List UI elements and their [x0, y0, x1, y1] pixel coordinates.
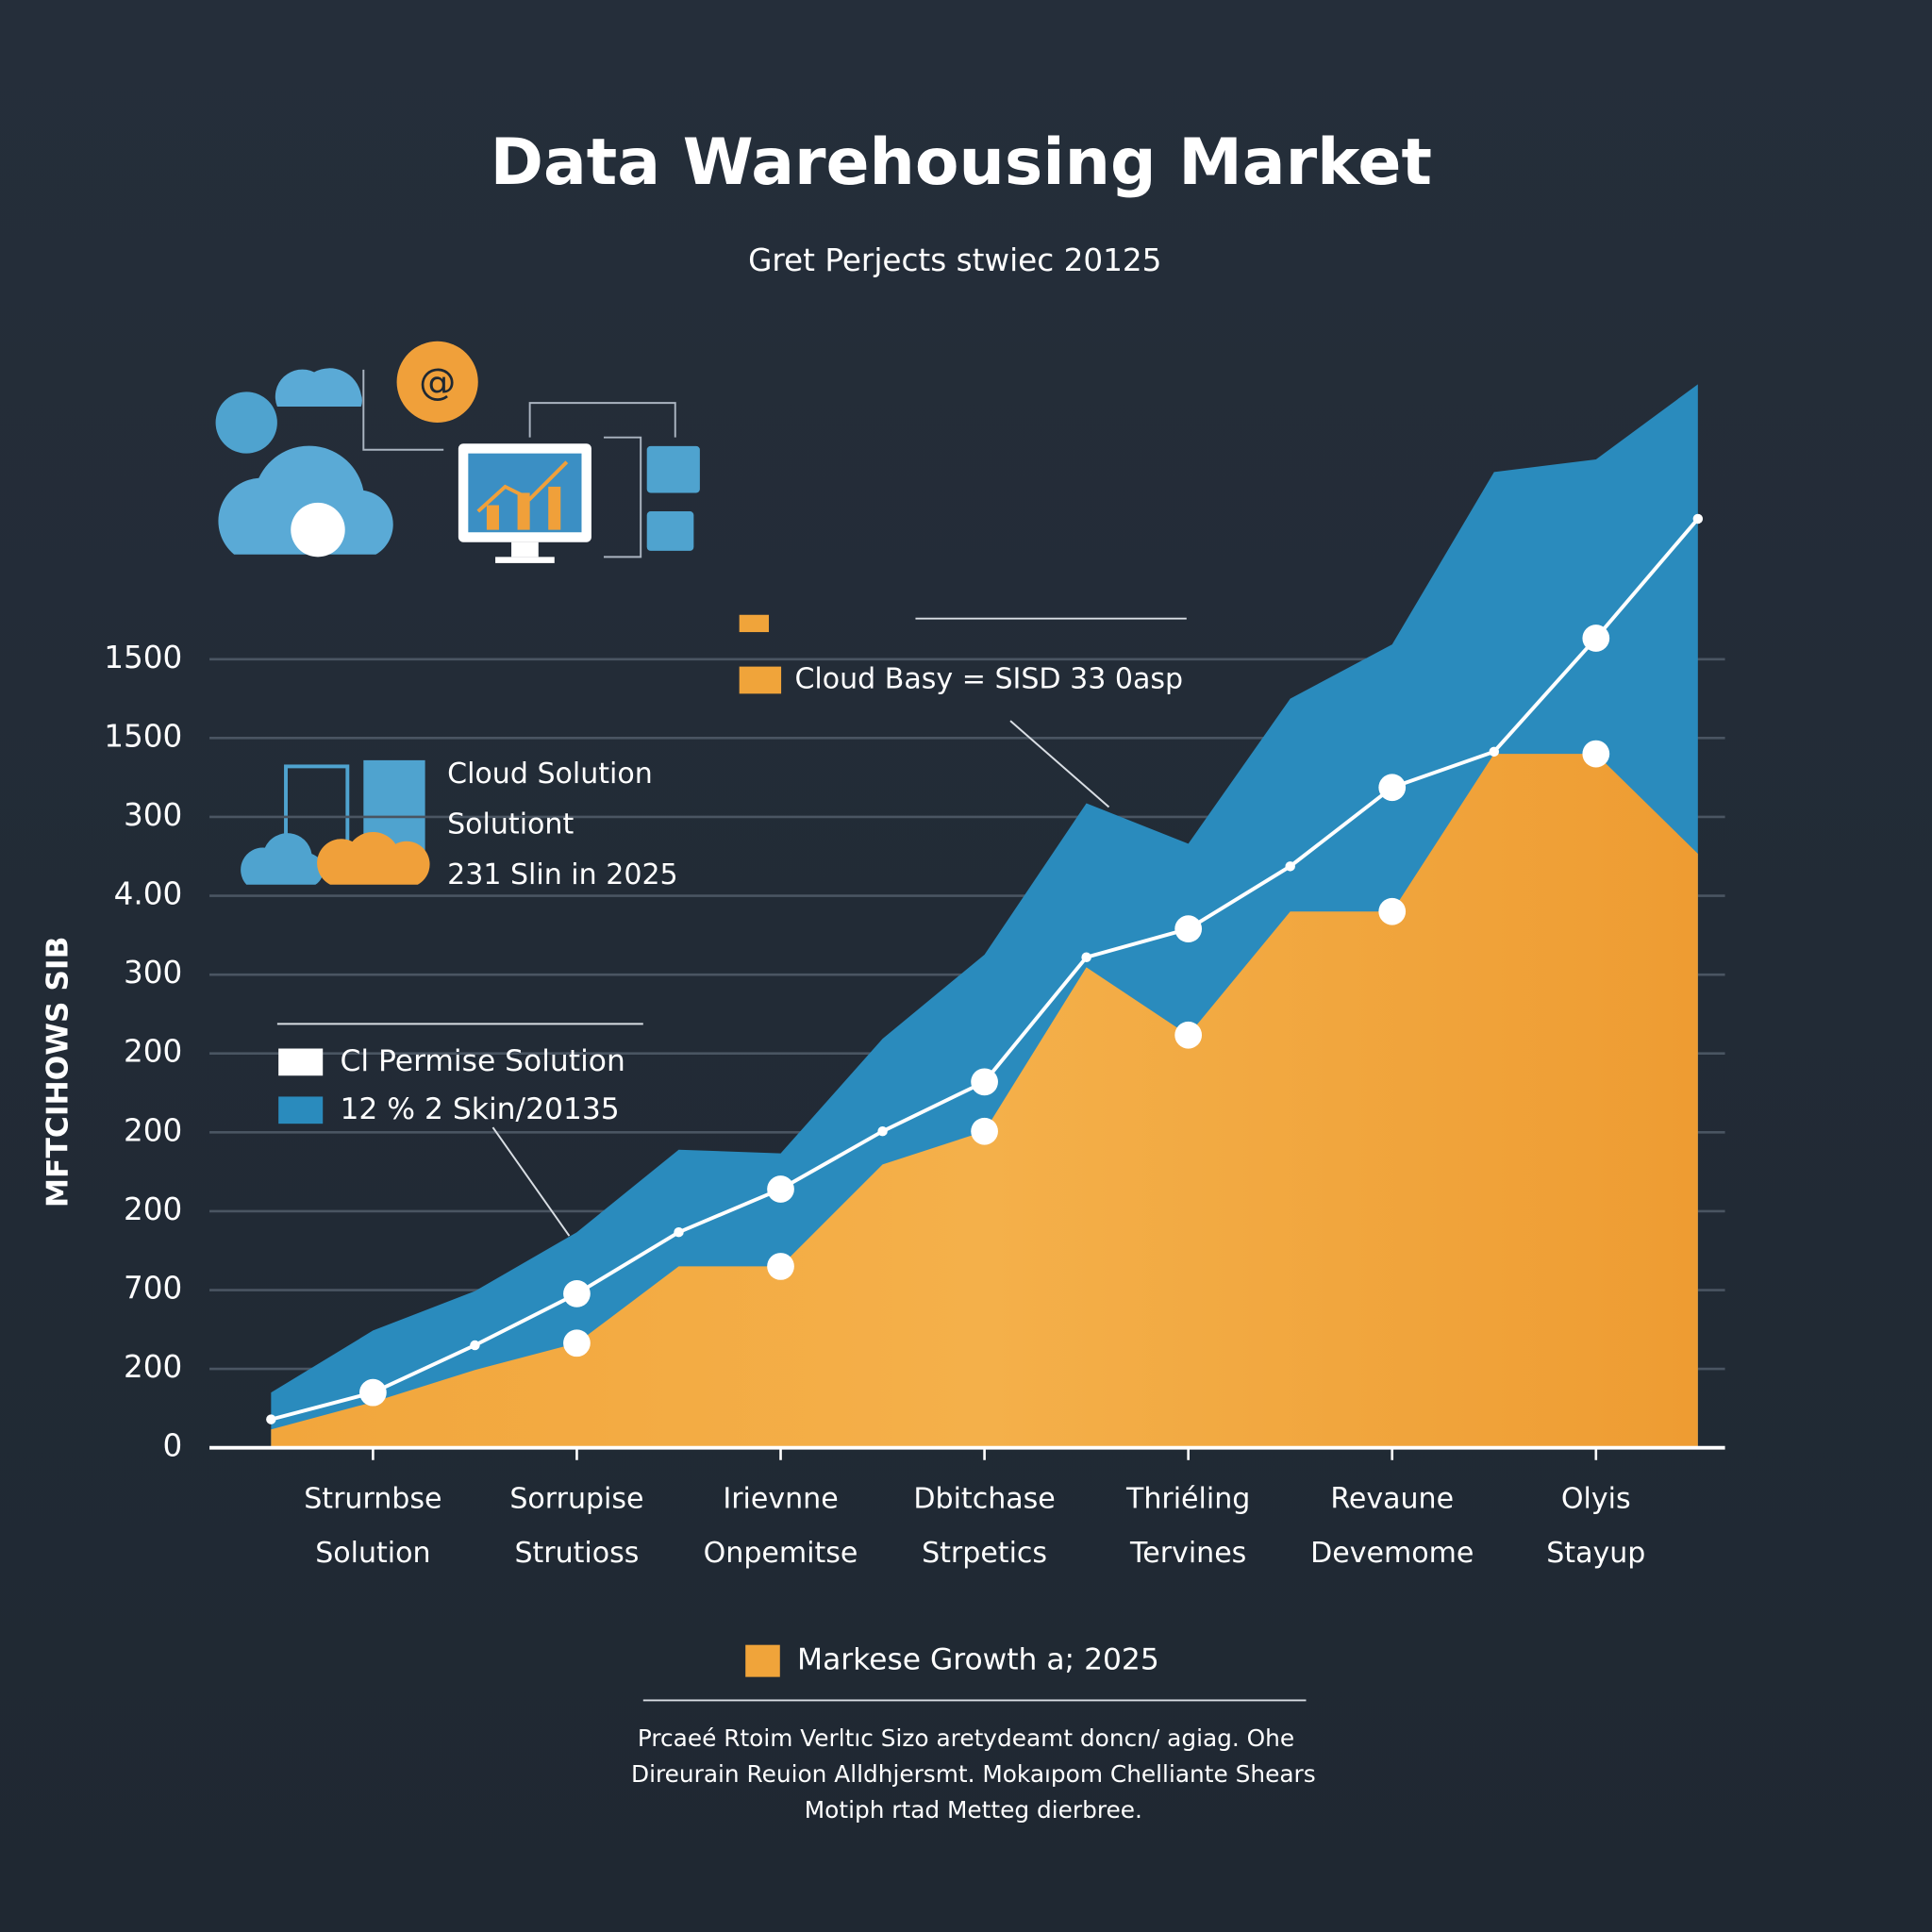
point [470, 1340, 480, 1351]
annotation: Cloud Basy = SISD 33 0asp [794, 662, 1183, 695]
chart-title: Data Warehousing Market [491, 125, 1432, 200]
point [1582, 740, 1610, 768]
x-tick-label: Olyis Stayup [1546, 1482, 1645, 1569]
area [271, 754, 1698, 1448]
y-tick-label: 1500 [104, 718, 182, 754]
footer: Motiph rtad Metteg dierbree. [805, 1796, 1142, 1824]
annotation-lines [276, 617, 1307, 1702]
y-axis-label: MFTCIHOWS SIB [42, 937, 75, 1208]
x-tick-label: Thriéling Tervines [1125, 1482, 1250, 1569]
point [563, 1329, 591, 1357]
y-tick-label: 200 [124, 1034, 182, 1070]
point [971, 1068, 998, 1096]
x-tick-label: Revaune Devemome [1310, 1482, 1474, 1569]
y-tick-label: 200 [124, 1112, 182, 1148]
y-tick-label: 300 [124, 955, 182, 991]
annotation: Solutiont [447, 808, 574, 841]
x-tick-label: Irievnne Onpemitse [704, 1482, 858, 1569]
chart-subtitle: Gret Perjects stwiec 20125 [748, 242, 1161, 278]
svg-text:@: @ [419, 361, 456, 404]
point [1285, 861, 1295, 872]
y-tick-label: 300 [124, 797, 182, 833]
x-tick-label: Sorrupise Strutioss [509, 1482, 643, 1569]
legend-label: 12 % 2 Skin/20135 [340, 1092, 619, 1126]
point [1378, 897, 1407, 925]
point [1692, 513, 1704, 525]
point [266, 1414, 276, 1424]
annotation: Cloud Solution [447, 758, 653, 791]
y-tick-label: 1500 [104, 640, 182, 675]
x-tick-label: Dbitchase Strpetics [913, 1482, 1055, 1569]
point [1174, 1021, 1203, 1049]
legend-swatch [278, 1048, 324, 1076]
point [1174, 915, 1203, 943]
footer: Direurain Reuion Alldhjersmt. Mokaıpom C… [631, 1760, 1316, 1788]
legend-label: Cl Permise Solution [340, 1044, 625, 1078]
point [674, 1226, 684, 1238]
legend-label: Markese Growth a; 2025 [797, 1643, 1159, 1677]
point [767, 1175, 794, 1203]
point [767, 1253, 794, 1280]
point [563, 1280, 591, 1307]
y-tick-label: 4.00 [114, 876, 183, 912]
point [1489, 746, 1499, 758]
y-tick-label: 200 [124, 1349, 182, 1385]
icons: @ [215, 341, 700, 885]
y-tick-label: 0 [163, 1428, 183, 1464]
point [1081, 952, 1091, 962]
footer: Prcaeé Rtoim Verltıc Sizo aretydeamt don… [638, 1724, 1294, 1752]
annotation-swatch [739, 666, 782, 694]
annotation-swatch [739, 614, 770, 633]
point [971, 1117, 998, 1145]
x-tick-label: Strurnbse Solution [304, 1482, 441, 1569]
legend-swatch [745, 1644, 780, 1677]
legend-swatch [278, 1096, 324, 1124]
y-tick-label: 700 [124, 1271, 182, 1307]
point [359, 1378, 387, 1407]
point [877, 1125, 888, 1137]
point [1378, 774, 1407, 802]
annotation: 231 Slin in 2025 [447, 858, 678, 891]
point [1582, 625, 1610, 652]
y-tick-label: 200 [124, 1191, 182, 1227]
